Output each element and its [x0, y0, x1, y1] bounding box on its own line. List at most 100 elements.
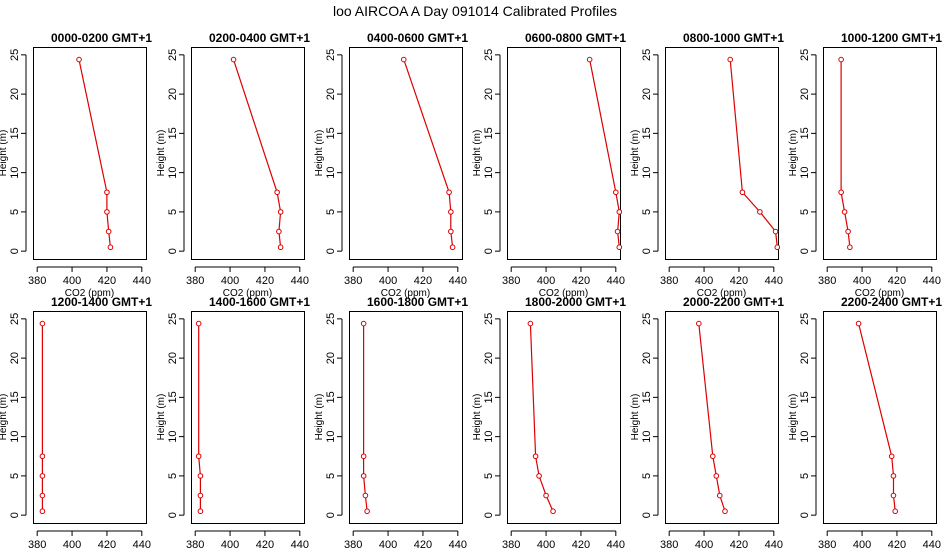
y-tick-label: 5: [325, 209, 337, 215]
profile-point: [739, 189, 746, 196]
panel-title: 2000-2200 GMT+1: [683, 295, 784, 309]
y-tick-label: 0: [9, 512, 21, 518]
profile-panel: 0400-0600 GMT+1 380 400 420 440 CO2 (ppm) 0 5 10…: [314, 31, 468, 299]
y-tick-label: 5: [325, 473, 337, 479]
y-tick-label: 15: [483, 391, 495, 403]
panel-title: 1000-1200 GMT+1: [841, 31, 942, 45]
y-tick-label: 15: [9, 127, 21, 139]
y-tick-label: 5: [167, 473, 179, 479]
y-tick-label: 25: [799, 49, 811, 61]
x-tick-label: 440: [449, 275, 467, 287]
y-tick-label: 15: [641, 391, 653, 403]
y-tick-label: 0: [325, 248, 337, 254]
profile-point: [277, 244, 284, 251]
profile-point: [586, 56, 593, 63]
y-tick-label: 25: [325, 313, 337, 325]
y-tick-label: 20: [641, 352, 653, 364]
plot-frame: [823, 47, 937, 260]
y-tick-label: 5: [799, 473, 811, 479]
profile-point: [727, 56, 734, 63]
plot-frame: [33, 47, 147, 260]
x-tick-label: 400: [853, 275, 871, 287]
profile-point: [722, 508, 728, 515]
y-tick-label: 25: [641, 313, 653, 325]
x-axis-title: CO2 (ppm): [539, 288, 588, 299]
panel-title: 1200-1400 GMT+1: [51, 295, 152, 309]
plot-frame: [665, 311, 779, 524]
x-tick-label: 420: [730, 275, 748, 287]
x-tick-label: 420: [256, 275, 274, 287]
profile-panel: 0200-0400 GMT+1 380 400 420 440 CO2 (ppm) 0 5 10…: [156, 31, 310, 299]
y-tick-label: 5: [167, 209, 179, 215]
x-tick-label: 400: [695, 275, 713, 287]
profile-point: [230, 56, 237, 63]
x-tick-label: 420: [98, 539, 116, 550]
y-tick-label: 10: [799, 431, 811, 443]
profile-point: [527, 320, 534, 327]
x-axis-title: CO2 (ppm): [381, 288, 430, 299]
x-tick-label: 400: [537, 275, 555, 287]
panel-title: 0800-1000 GMT+1: [683, 31, 784, 45]
profile-point: [888, 453, 895, 460]
y-axis-title: Height (m): [788, 130, 799, 177]
profile-point: [107, 244, 114, 251]
profile-point: [76, 56, 82, 63]
y-tick-label: 20: [9, 352, 21, 364]
profile-point: [532, 453, 539, 460]
profile-point: [446, 189, 452, 196]
profile-point: [448, 228, 454, 235]
y-tick-label: 20: [641, 88, 653, 100]
y-tick-label: 10: [325, 431, 337, 443]
y-tick-label: 10: [9, 167, 21, 179]
profile-point: [536, 473, 542, 479]
x-tick-label: 440: [133, 275, 151, 287]
profile-point: [274, 189, 280, 196]
y-tick-label: 5: [641, 473, 653, 479]
y-tick-label: 0: [799, 248, 811, 254]
x-tick-label: 420: [572, 539, 590, 550]
profile-point: [616, 209, 623, 215]
x-tick-label: 420: [414, 539, 432, 550]
profile-point: [197, 508, 204, 515]
y-axis-title: Height (m): [788, 394, 799, 441]
x-axis-title: CO2 (ppm): [855, 288, 904, 299]
panel-title: 1400-1600 GMT+1: [209, 295, 310, 309]
x-tick-label: 440: [291, 275, 309, 287]
profile-point: [550, 508, 556, 515]
plot-frame: [349, 47, 463, 260]
profile-point: [613, 189, 619, 196]
profile-panel: 0000-0200 GMT+1 380 400 420 440 CO2 (ppm) 0 5 10…: [0, 31, 152, 299]
y-tick-label: 0: [641, 248, 653, 254]
profile-point: [716, 492, 723, 499]
plot-frame: [33, 311, 147, 524]
profile-point: [449, 244, 456, 251]
x-axis-title: CO2 (ppm): [223, 288, 272, 299]
y-tick-label: 20: [167, 88, 179, 100]
y-axis-title: Height (m): [314, 130, 325, 177]
plot-frame: [349, 311, 463, 524]
y-tick-label: 5: [799, 209, 811, 215]
profile-panel: 0800-1000 GMT+1 380 400 420 440 CO2 (ppm) 0 5 10…: [630, 31, 784, 299]
y-tick-label: 20: [167, 352, 179, 364]
y-tick-label: 25: [9, 313, 21, 325]
panel-title: 1800-2000 GMT+1: [525, 295, 626, 309]
x-tick-label: 400: [379, 275, 397, 287]
x-axis-title: CO2 (ppm): [65, 288, 114, 299]
profile-point: [847, 244, 853, 251]
plot-frame: [823, 311, 937, 524]
y-tick-label: 20: [325, 352, 337, 364]
panel-title: 0200-0400 GMT+1: [209, 31, 310, 45]
profile-point: [709, 453, 716, 460]
y-tick-label: 15: [799, 127, 811, 139]
y-tick-label: 10: [483, 431, 495, 443]
y-axis-title: Height (m): [472, 394, 483, 441]
x-tick-label: 420: [730, 539, 748, 550]
y-tick-label: 25: [483, 313, 495, 325]
profile-point: [774, 244, 781, 251]
y-tick-label: 25: [799, 313, 811, 325]
